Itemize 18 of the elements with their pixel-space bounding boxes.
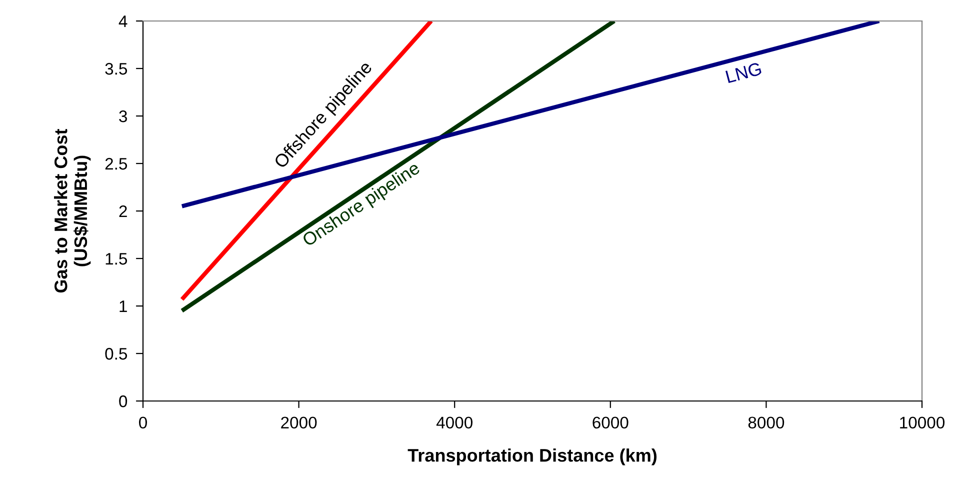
x-tick-label: 4000 — [436, 416, 472, 429]
text: LNG — [725, 62, 762, 84]
x-tick-label: 2000 — [281, 416, 317, 429]
x-tick-label: 0 — [139, 416, 147, 429]
y-tick-label: 3 — [119, 110, 127, 122]
y-tick-label: 1.5 — [106, 253, 128, 265]
x-tick-label: 6000 — [592, 416, 628, 429]
x-tick-label: 8000 — [748, 416, 784, 429]
y-axis-title: Gas to Market Cost (US$/MMBtu) — [54, 128, 91, 293]
y-tick-label: 2.5 — [105, 158, 128, 170]
x-tick-label: 10000 — [900, 416, 945, 429]
y-tick-label: 3.5 — [105, 62, 128, 75]
y-tick-label: 0 — [119, 395, 128, 408]
y-tick-label: 2 — [119, 205, 127, 218]
y-tick-label: 4 — [118, 16, 128, 28]
y-tick-label: 0.5 — [105, 348, 128, 360]
x-axis-title: Transportation Distance (km) — [408, 448, 657, 466]
y-tick-label: 1 — [120, 300, 127, 312]
